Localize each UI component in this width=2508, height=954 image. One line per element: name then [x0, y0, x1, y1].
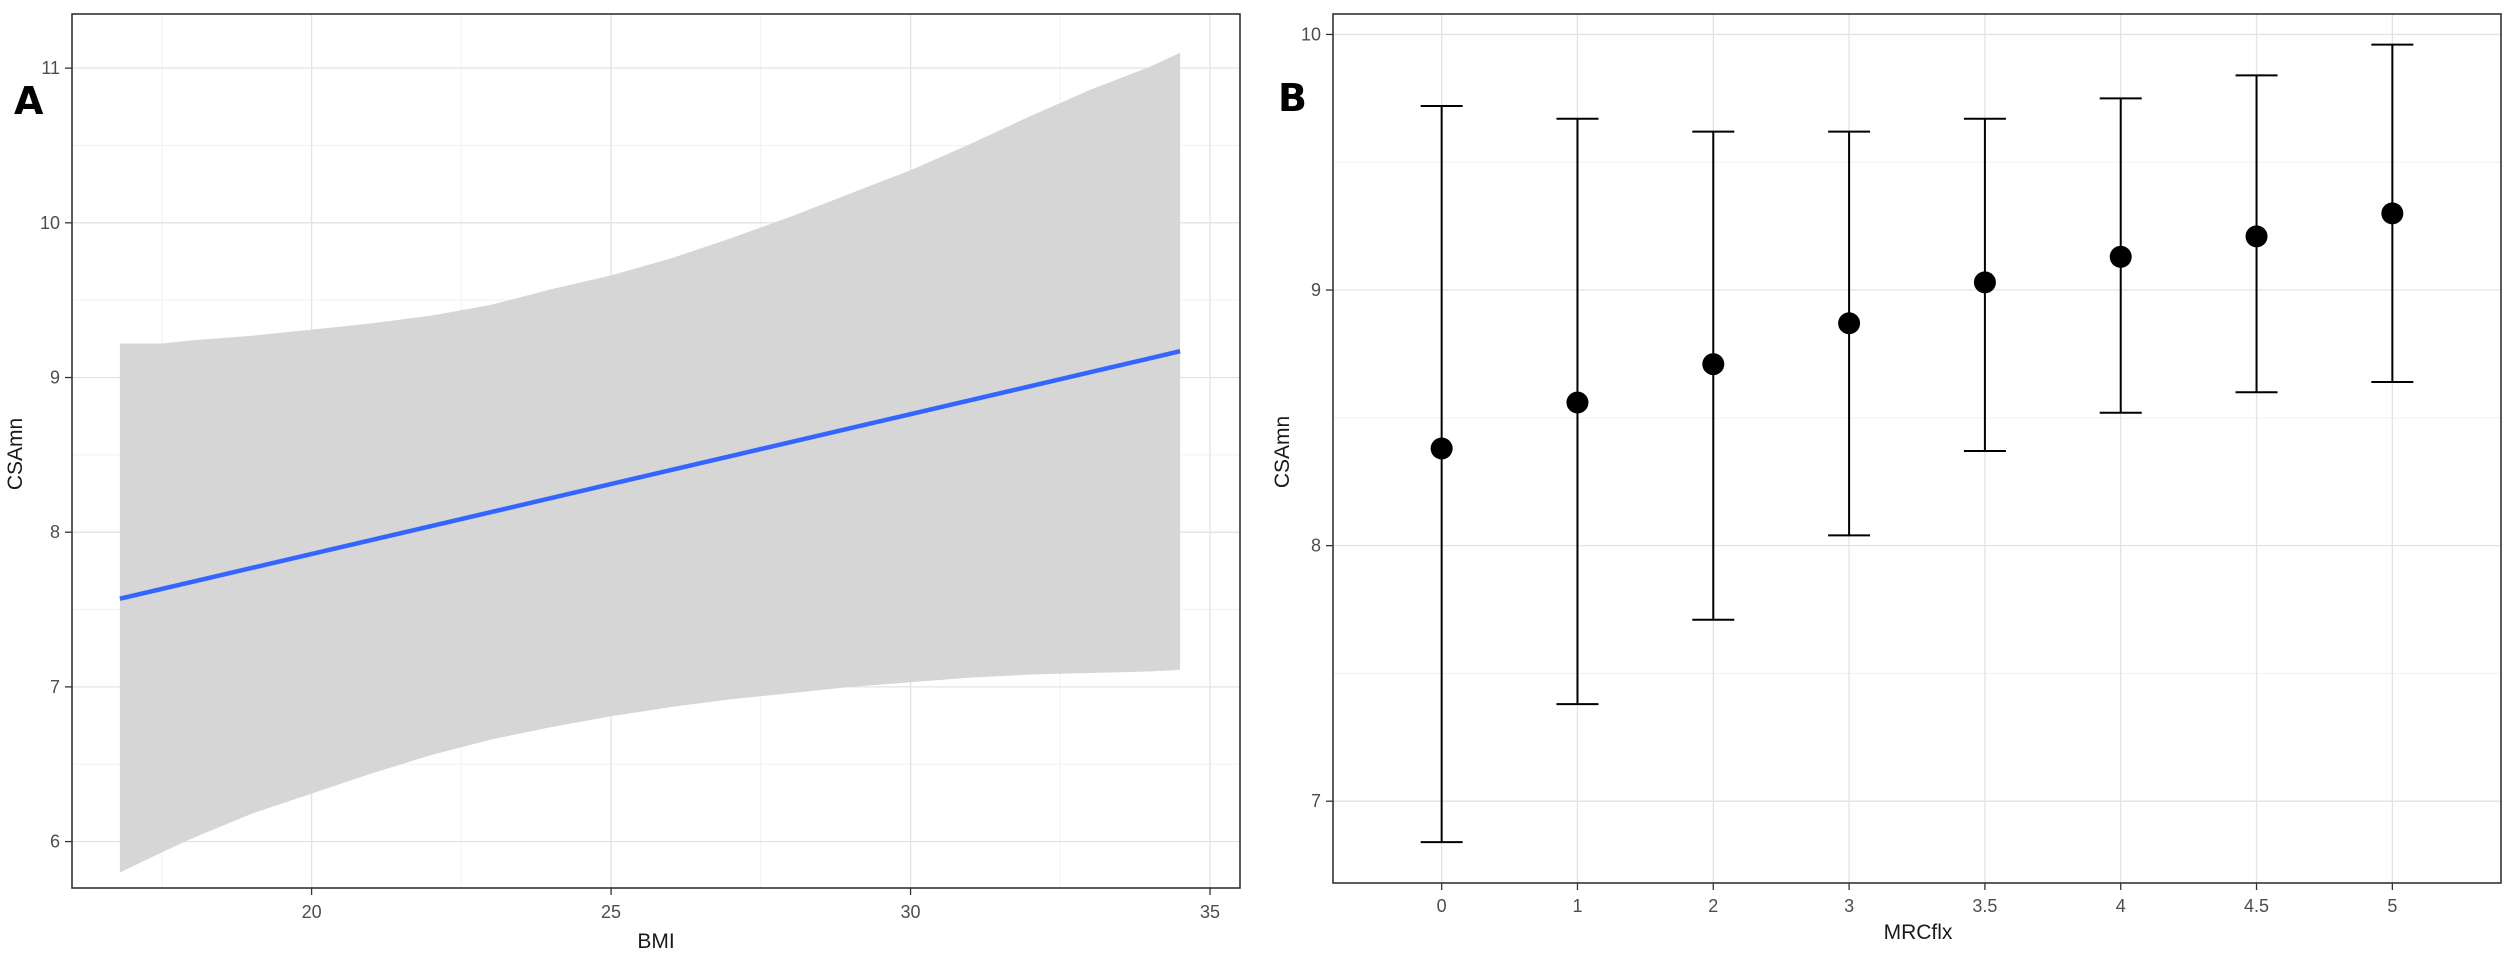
panel-a-tag: A	[14, 79, 44, 123]
data-point-4	[1973, 271, 1996, 294]
panel-a-x-ticks: 20 25 30 35	[302, 888, 1220, 922]
data-point-1	[1566, 391, 1589, 414]
panel-a-y-ticks: 6 7 8 9 10 11	[40, 58, 72, 852]
x-tick-label-2: 30	[901, 902, 921, 922]
x-tick-label-2: 2	[1708, 896, 1718, 916]
panel-a-frame	[71, 13, 1241, 889]
y-tick-label-1: 8	[1311, 536, 1321, 556]
data-point-7	[2381, 202, 2404, 225]
confidence-band-area	[119, 52, 1181, 873]
x-tick-label-4: 3.5	[1972, 896, 1997, 916]
panel-a-fit-line	[119, 349, 1181, 601]
panel-b-x-ticks: 0 1 2 3 3.5 4 4.5 5	[1437, 883, 2397, 916]
panel-a-x-axis-title: BMI	[637, 930, 674, 953]
x-tick-label-0: 20	[302, 902, 322, 922]
y-tick-label-1: 7	[50, 677, 60, 697]
data-point-3	[1838, 312, 1861, 335]
data-point-6	[2245, 225, 2268, 248]
x-tick-label-7: 5	[2387, 896, 2397, 916]
y-tick-label-0: 7	[1311, 791, 1321, 811]
data-point-0	[1430, 437, 1453, 460]
panel-b-y-axis-title: CSAmn	[1271, 416, 1294, 488]
panel-a-bmi-chart: 20 25 30 35 6 7 8 9 10 11 BMI CSAmn A	[4, 13, 1241, 953]
y-tick-label-2: 9	[1311, 280, 1321, 300]
y-tick-label-4: 10	[40, 213, 60, 233]
y-tick-label-3: 9	[50, 368, 60, 388]
regression-line	[119, 349, 1181, 601]
x-tick-label-0: 0	[1437, 896, 1447, 916]
data-point-5	[2109, 245, 2132, 268]
y-tick-label-0: 6	[50, 832, 60, 852]
panel-a-confidence-band	[119, 52, 1181, 873]
panel-b-x-axis-title: MRCflx	[1884, 921, 1953, 944]
x-tick-label-6: 4.5	[2244, 896, 2269, 916]
panel-b-border	[1332, 13, 2502, 884]
x-tick-label-1: 25	[601, 902, 621, 922]
y-tick-label-2: 8	[50, 522, 60, 542]
x-tick-label-1: 1	[1572, 896, 1582, 916]
panel-a-border	[71, 13, 1241, 889]
panel-a-y-axis-title: CSAmn	[4, 418, 27, 490]
panel-b-frame	[1332, 13, 2502, 884]
x-tick-label-3: 35	[1200, 902, 1220, 922]
y-tick-label-5: 11	[41, 58, 60, 78]
x-tick-label-5: 4	[2116, 896, 2126, 916]
x-tick-label-3: 3	[1844, 896, 1854, 916]
panel-b-points	[1430, 202, 2404, 460]
panel-b-tag: B	[1278, 76, 1307, 120]
data-point-2	[1702, 353, 1725, 376]
y-tick-label-3: 10	[1301, 24, 1321, 44]
panel-b-y-ticks: 7 8 9 10	[1301, 24, 1333, 811]
panel-b-mrcflx-chart: 0 1 2 3 3.5 4 4.5 5 7 8 9 10 MRCflx CSAmn B	[1271, 13, 2502, 944]
